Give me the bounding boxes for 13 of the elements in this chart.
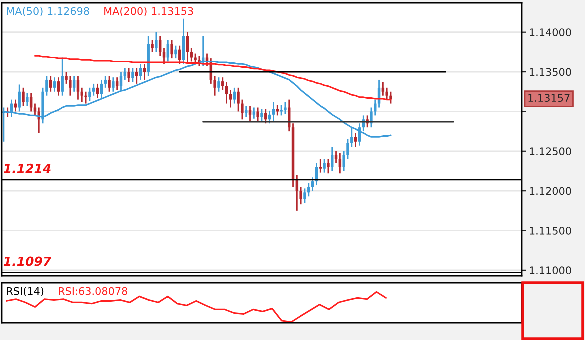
y-tick-label: 1.12500 [530, 148, 572, 156]
text: MA(50) 1.12698 [7, 7, 90, 16]
y-tick-label: 1.13500 [530, 68, 572, 76]
y-tick-label: 1.11500 [530, 226, 572, 235]
y-tick-label: 1.11000 [530, 266, 572, 275]
text: 1.13157 [528, 94, 570, 102]
chart-title: RSI(14) [7, 287, 44, 296]
ref-line-label: 1.1214 [4, 164, 51, 174]
series-label: RSI:63.08078 [59, 287, 128, 296]
ref-line-label: 1.1097 [4, 256, 52, 266]
y-tick-label: 1.12000 [530, 187, 572, 196]
text: MA(200) 1.13153 [104, 7, 194, 16]
y-tick-label: 1.14000 [530, 28, 572, 36]
